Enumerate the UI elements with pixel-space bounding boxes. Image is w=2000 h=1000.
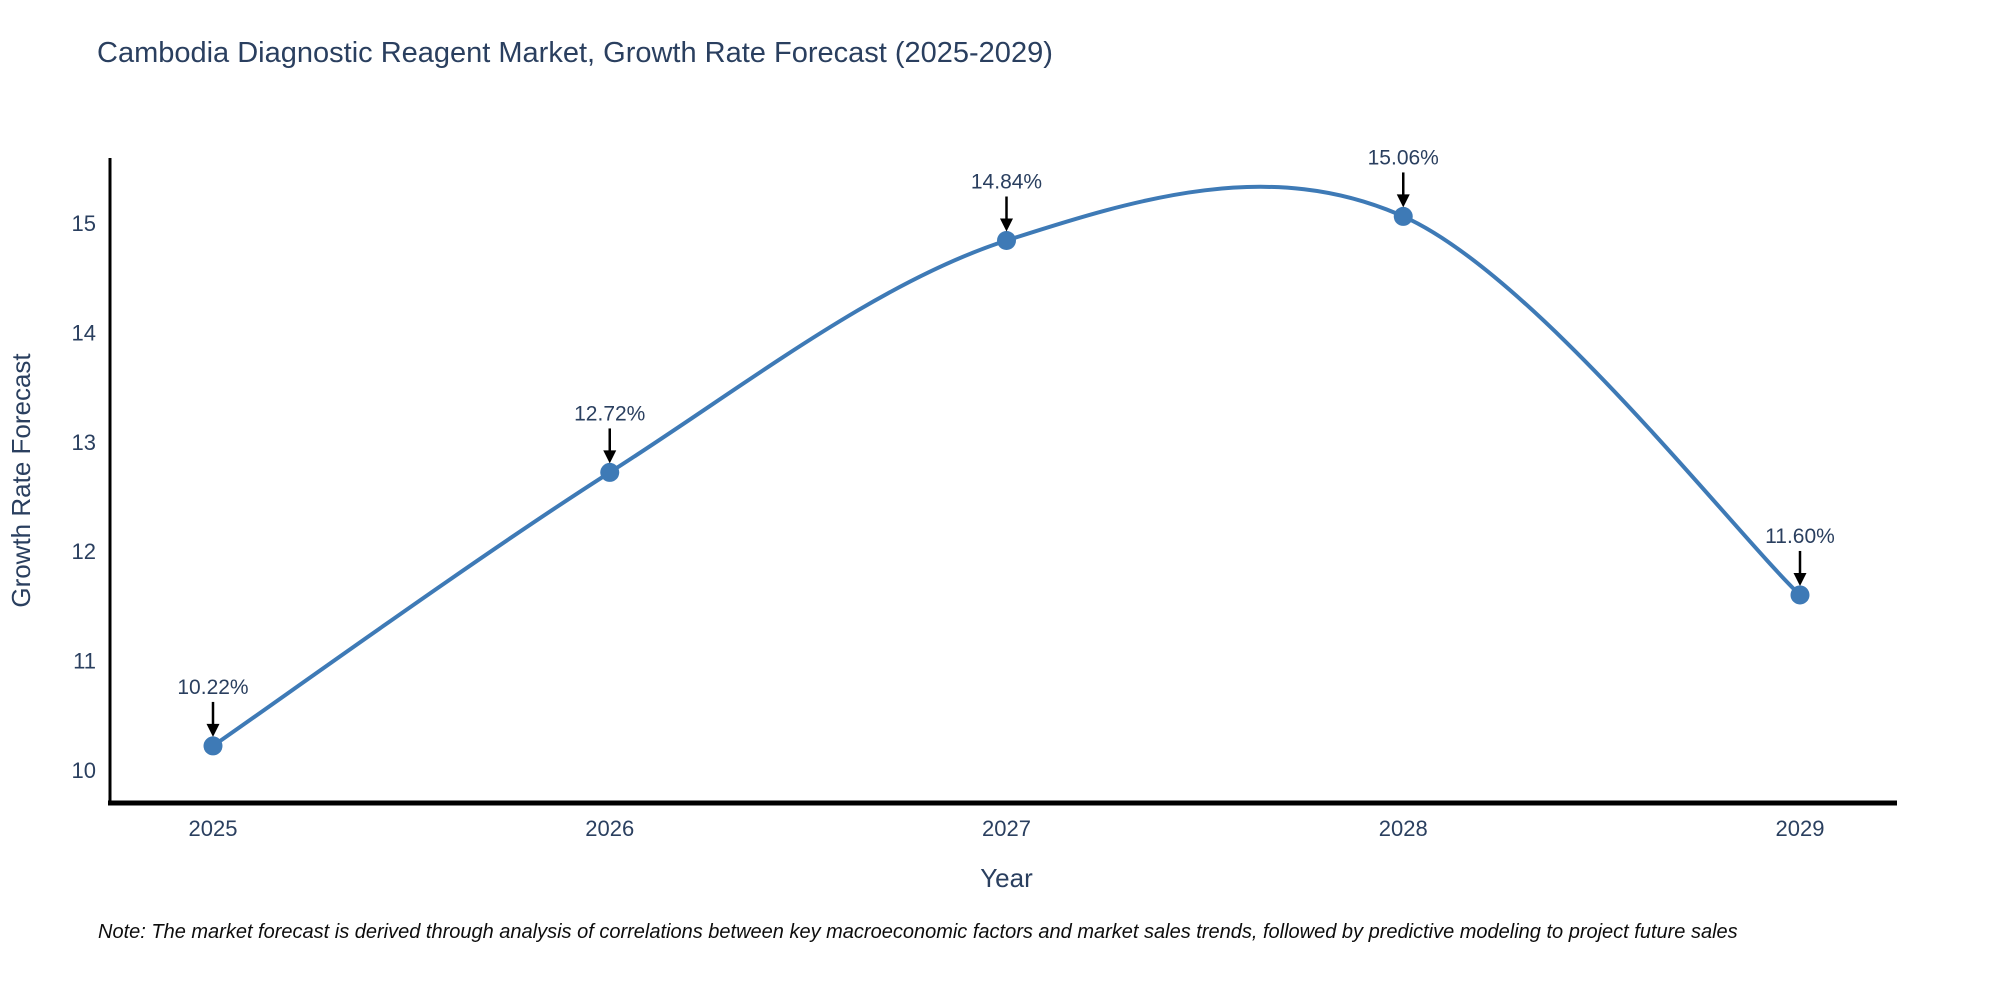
y-tick-label: 12 — [72, 539, 96, 564]
annotation-arrow-head — [206, 723, 220, 737]
y-tick-label: 13 — [72, 430, 96, 455]
data-point-2028[interactable] — [1393, 206, 1413, 226]
y-tick-label: 10 — [72, 758, 96, 783]
point-annotation-2026: 12.72% — [574, 402, 645, 425]
y-axis-title: Growth Rate Forecast — [6, 353, 36, 608]
y-tick-label: 11 — [73, 649, 96, 674]
x-tick-label: 2028 — [1379, 816, 1428, 841]
x-axis-title: Year — [980, 863, 1033, 893]
annotation-arrow-head — [1793, 572, 1807, 586]
chart-note: Note: The market forecast is derived thr… — [98, 921, 1738, 943]
data-point-2026[interactable] — [600, 462, 620, 482]
x-tick-label: 2026 — [585, 816, 634, 841]
x-tick-label: 2027 — [982, 816, 1031, 841]
annotation-arrow-head — [1000, 218, 1013, 232]
point-annotation-2028: 15.06% — [1368, 146, 1439, 169]
x-tick-label: 2029 — [1776, 816, 1825, 841]
annotation-arrow-head — [1396, 194, 1410, 208]
point-annotation-2027: 14.84% — [971, 171, 1042, 194]
data-point-2029[interactable] — [1790, 585, 1810, 605]
data-point-2027[interactable] — [997, 231, 1016, 251]
forecast-line — [211, 184, 1802, 748]
x-tick-label: 2025 — [189, 816, 238, 841]
y-tick-label: 15 — [72, 211, 96, 236]
data-point-2025[interactable] — [203, 736, 223, 756]
point-annotation-2029: 11.60% — [1765, 525, 1835, 548]
point-annotation-2025: 10.22% — [177, 676, 248, 699]
y-tick-label: 14 — [72, 320, 96, 345]
annotation-arrow-head — [603, 450, 617, 464]
chart-title: Cambodia Diagnostic Reagent Market, Grow… — [97, 37, 1053, 69]
